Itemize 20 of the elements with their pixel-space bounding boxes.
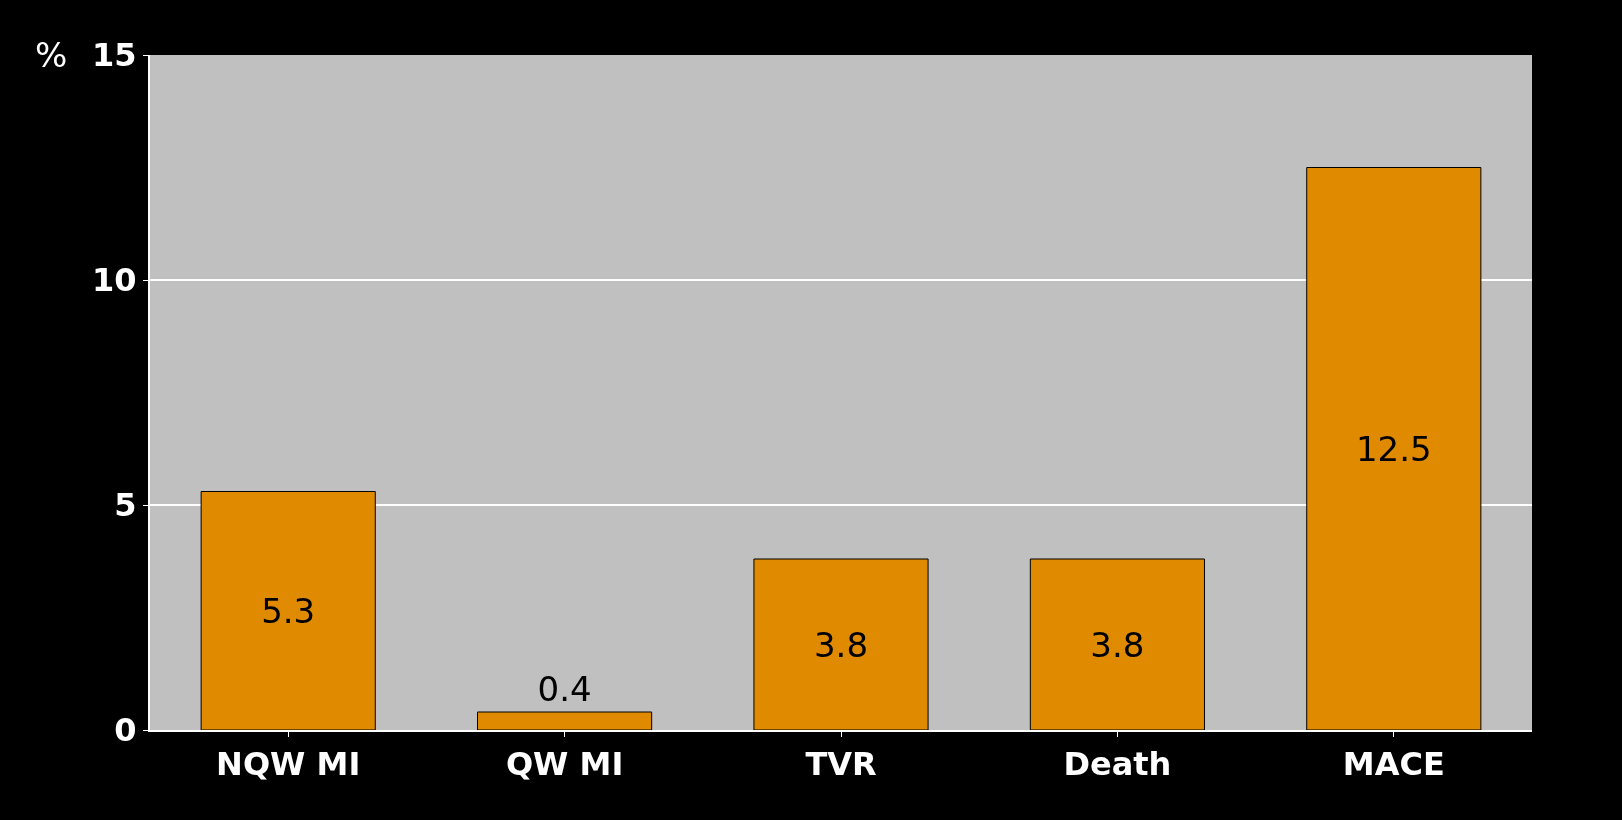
x-tick-label: TVR	[805, 745, 877, 784]
bar	[1306, 167, 1482, 730]
y-tick-label: 5	[114, 486, 137, 525]
data-label: 3.8	[813, 624, 869, 665]
data-label: 0.4	[537, 669, 592, 709]
x-tick-label: NQW MI	[216, 745, 361, 784]
y-tick-label: 10	[92, 261, 137, 300]
x-tick-label: MACE	[1342, 745, 1445, 784]
x-tick-label: Death	[1063, 745, 1172, 784]
data-label: 3.8	[1090, 624, 1145, 665]
y-tick-label: 0	[114, 711, 137, 750]
y-axis-title: %	[35, 35, 68, 75]
data-label: 12.5	[1355, 428, 1432, 469]
x-tick-label: QW MI	[505, 745, 624, 784]
bar	[1029, 558, 1205, 730]
bar	[200, 491, 376, 730]
data-label: 5.3	[261, 590, 316, 631]
bar	[753, 558, 929, 730]
y-tick-label: 15	[92, 36, 137, 75]
bar	[477, 711, 653, 730]
